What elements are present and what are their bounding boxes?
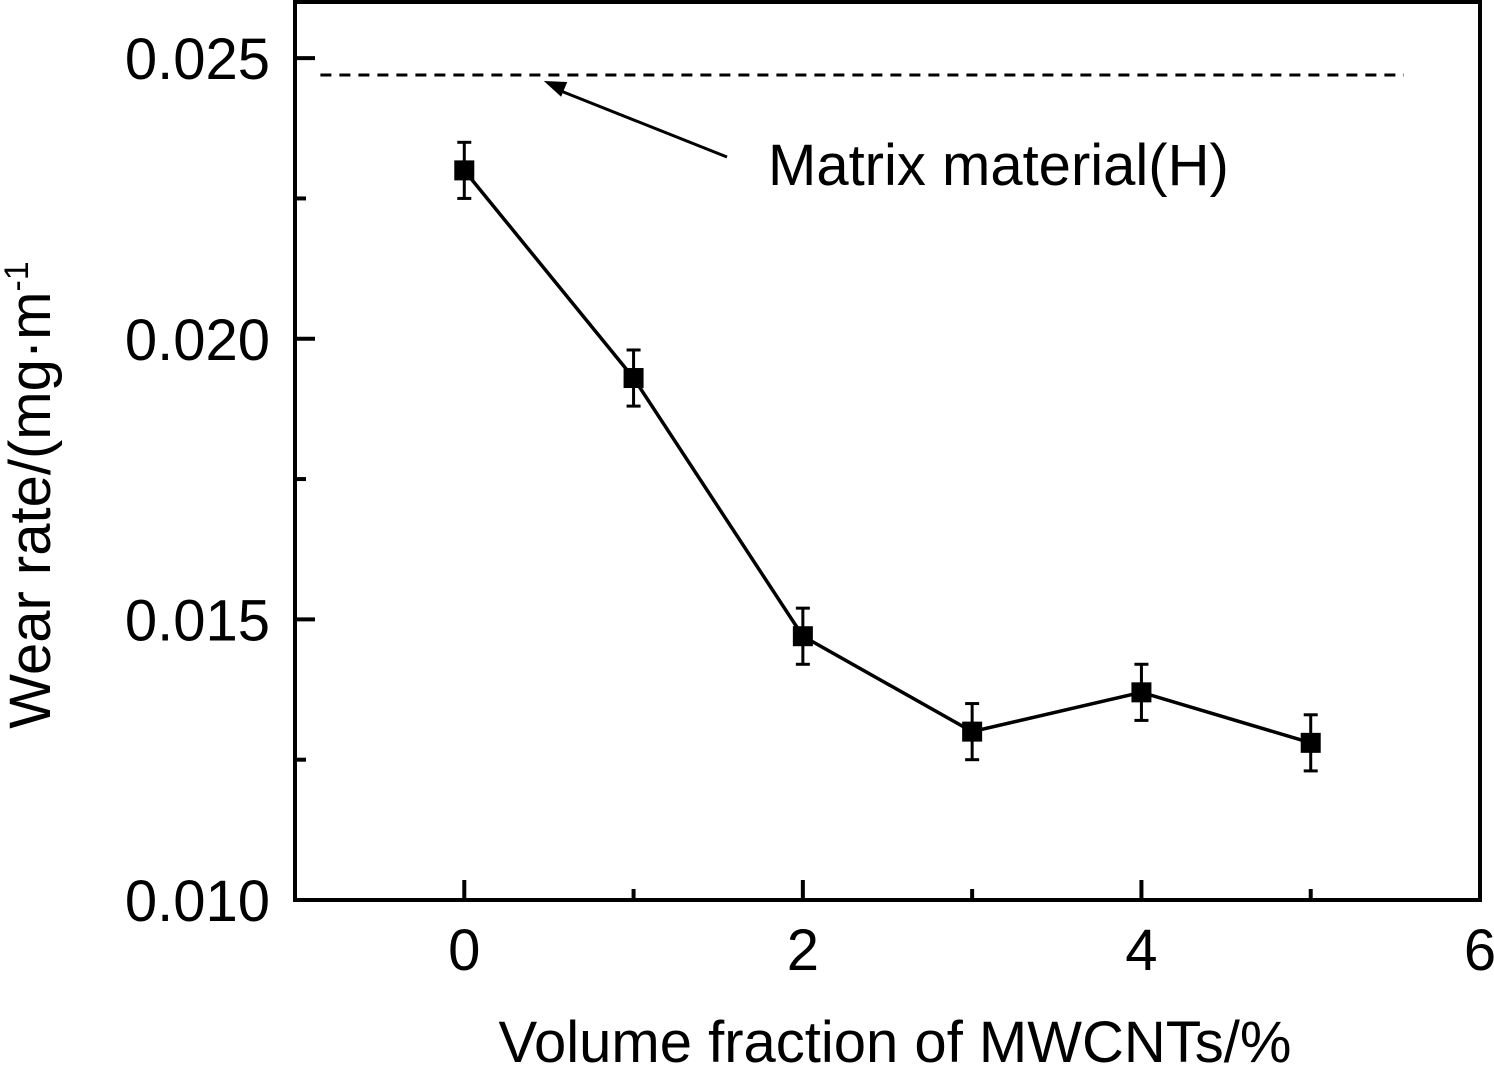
data-point bbox=[623, 368, 644, 389]
y-axis-title-superscript: -1 bbox=[0, 261, 36, 291]
data-point bbox=[454, 160, 475, 181]
data-point bbox=[1300, 732, 1321, 753]
y-tick-label: 0.020 bbox=[125, 308, 270, 373]
x-axis-ticks: 0 2 4 6 bbox=[448, 880, 1494, 983]
annotation-label: Matrix material(H) bbox=[768, 133, 1229, 198]
x-tick-label: 6 bbox=[1464, 918, 1494, 983]
annotations: Matrix material(H) bbox=[543, 80, 1229, 198]
wear-rate-series bbox=[454, 140, 1321, 773]
annotation-arrow-line bbox=[555, 87, 728, 159]
y-axis-title: Wear rate/(mg·m-1 bbox=[0, 261, 63, 728]
annotation-arrow-head bbox=[543, 80, 568, 97]
data-point bbox=[962, 721, 983, 742]
x-axis-title: Volume fraction of MWCNTs/% bbox=[499, 1010, 1292, 1069]
x-tick-label: 0 bbox=[448, 918, 480, 983]
x-tick-label: 4 bbox=[1125, 918, 1157, 983]
series-line bbox=[462, 169, 1312, 745]
y-tick-label: 0.010 bbox=[125, 869, 270, 934]
y-axis-ticks: 0.010 0.015 0.020 0.025 bbox=[125, 27, 315, 934]
y-tick-label: 0.015 bbox=[125, 588, 270, 653]
y-axis-title-main: Wear rate/(mg·m bbox=[0, 292, 63, 729]
y-tick-label: 0.025 bbox=[125, 27, 270, 92]
data-point bbox=[1131, 682, 1152, 703]
x-tick-label: 2 bbox=[787, 918, 819, 983]
plot-frame bbox=[293, 0, 1482, 902]
data-point bbox=[792, 626, 813, 647]
